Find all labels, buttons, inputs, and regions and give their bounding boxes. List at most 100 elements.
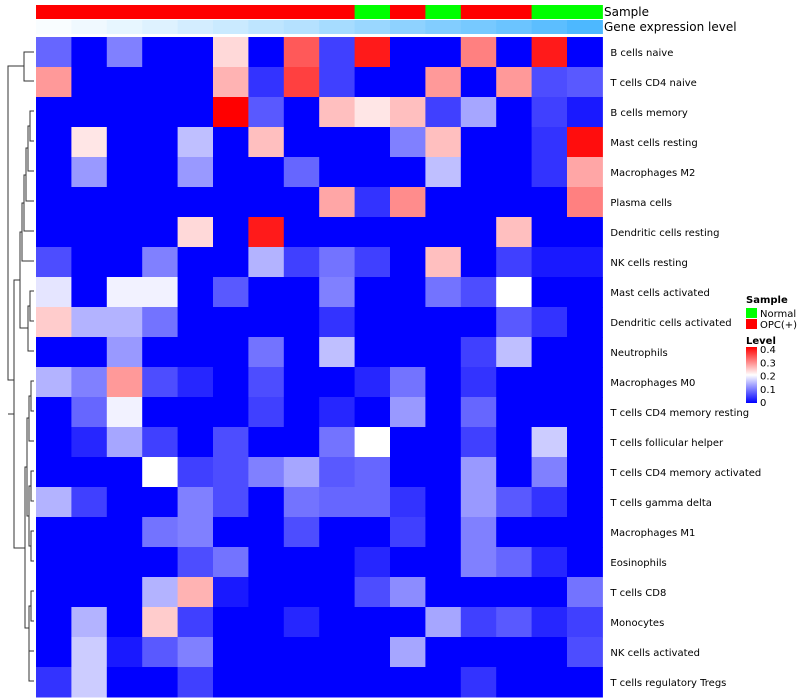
heatmap-cell — [142, 127, 179, 158]
heatmap-cell — [496, 607, 533, 638]
gene-expression-annotation-cell — [567, 20, 603, 34]
heatmap-cell — [354, 667, 391, 698]
row-label: B cells memory — [610, 108, 687, 119]
heatmap-cell — [390, 307, 426, 338]
heatmap-cell — [213, 157, 249, 188]
heatmap-cell — [283, 367, 320, 398]
heatmap-cell — [213, 457, 249, 488]
row-label: Plasma cells — [610, 198, 672, 209]
heatmap-cell — [496, 67, 533, 98]
heatmap-cell — [531, 247, 568, 278]
row-label: NK cells resting — [610, 258, 687, 269]
heatmap-cell — [36, 127, 72, 158]
heatmap-cell — [496, 637, 533, 668]
heatmap-cell — [71, 187, 108, 218]
heatmap-cell — [319, 337, 356, 368]
heatmap-cell — [567, 427, 603, 458]
heatmap-cell — [106, 247, 143, 278]
heatmap-cell — [106, 277, 143, 308]
heatmap-cell — [496, 337, 533, 368]
heatmap-cell — [567, 367, 603, 398]
heatmap-cell — [177, 517, 214, 548]
heatmap-cell — [71, 667, 108, 698]
heatmap-cell — [283, 607, 320, 638]
heatmap-cell — [213, 487, 249, 518]
sample-annotation-cell — [354, 5, 391, 19]
heatmap-cell — [319, 157, 356, 188]
heatmap-cell — [36, 187, 72, 218]
heatmap-cell — [354, 487, 391, 518]
heatmap-cell — [531, 517, 568, 548]
heatmap-cell — [177, 187, 214, 218]
heatmap-cell — [283, 577, 320, 608]
heatmap-cell — [425, 247, 462, 278]
heatmap-cell — [425, 427, 462, 458]
heatmap-cell — [248, 547, 285, 578]
heatmap-cell — [177, 217, 214, 248]
heatmap-cell — [71, 157, 108, 188]
heatmap-cell — [36, 307, 72, 338]
heatmap-cell — [142, 307, 179, 338]
heatmap-cell — [283, 37, 320, 68]
heatmap-cell — [567, 457, 603, 488]
row-dendrogram — [7, 51, 34, 682]
heatmap-cell — [248, 367, 285, 398]
heatmap-cell — [283, 97, 320, 128]
heatmap-cell — [177, 427, 214, 458]
heatmap-cell — [567, 157, 603, 188]
level-tick-label: 0.2 — [760, 372, 776, 383]
heatmap-cell — [177, 667, 214, 698]
heatmap-cell — [248, 277, 285, 308]
heatmap-cell — [71, 367, 108, 398]
heatmap-cell — [425, 397, 462, 428]
heatmap-cell — [354, 97, 391, 128]
sample-annotation-cell — [531, 5, 568, 19]
heatmap-cell — [354, 217, 391, 248]
heatmap-cell — [496, 127, 533, 158]
heatmap-cell — [71, 637, 108, 668]
heatmap-cell — [106, 517, 143, 548]
sample-annotation-cell — [390, 5, 426, 19]
heatmap-cell — [567, 577, 603, 608]
legend-label-opc: OPC(+) — [760, 320, 797, 331]
level-color-bar — [746, 347, 757, 403]
heatmap-cell — [177, 397, 214, 428]
row-label: Neutrophils — [610, 348, 667, 359]
heatmap-cell — [177, 547, 214, 578]
heatmap-cell — [36, 67, 72, 98]
row-labels: B cells naive T cells CD4 naive B cells me… — [609, 48, 761, 689]
level-ticks: 0.4 0.3 0.2 0.1 0 — [760, 345, 776, 409]
heatmap-cell — [354, 127, 391, 158]
heatmap-cell — [106, 607, 143, 638]
heatmap-cell — [460, 547, 497, 578]
heatmap-cell — [425, 337, 462, 368]
heatmap-cell — [460, 577, 497, 608]
heatmap-cell — [142, 157, 179, 188]
heatmap-cell — [567, 217, 603, 248]
heatmap-cell — [567, 127, 603, 158]
heatmap-cell — [567, 637, 603, 668]
row-label: Eosinophils — [610, 558, 666, 569]
heatmap-cell — [213, 97, 249, 128]
heatmap-cell — [496, 457, 533, 488]
row-label: Mast cells activated — [610, 288, 709, 299]
heatmap-cell — [36, 37, 72, 68]
heatmap-cell — [177, 487, 214, 518]
heatmap-cell — [71, 127, 108, 158]
heatmap-cell — [425, 97, 462, 128]
heatmap-cell — [425, 277, 462, 308]
heatmap-cell — [425, 607, 462, 638]
heatmap-cell — [248, 457, 285, 488]
row-label: B cells naive — [610, 48, 673, 59]
heatmap-cell — [531, 217, 568, 248]
heatmap-cell — [567, 487, 603, 518]
heatmap-cell — [283, 457, 320, 488]
heatmap-cell — [319, 187, 356, 218]
heatmap-cell — [496, 547, 533, 578]
heatmap-cell — [106, 457, 143, 488]
heatmap-cell — [106, 37, 143, 68]
gene-expression-annotation-cell — [283, 20, 320, 34]
heatmap-cell — [142, 37, 179, 68]
heatmap-cell — [319, 397, 356, 428]
heatmap-cell — [531, 577, 568, 608]
